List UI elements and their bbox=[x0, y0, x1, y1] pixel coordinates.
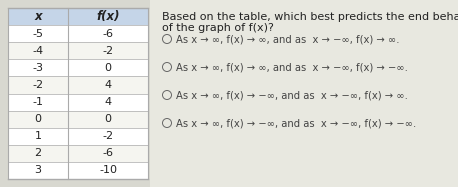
Text: 0: 0 bbox=[34, 114, 42, 124]
Bar bbox=[8, 25, 148, 42]
Bar bbox=[8, 128, 148, 145]
Text: -2: -2 bbox=[33, 80, 44, 90]
Text: -3: -3 bbox=[33, 63, 44, 73]
Text: -2: -2 bbox=[103, 131, 114, 141]
Text: 0: 0 bbox=[104, 114, 111, 124]
Bar bbox=[8, 162, 148, 179]
Text: -6: -6 bbox=[103, 148, 114, 158]
Text: As x → ∞, f(x) → ∞, and as  x → −∞, f(x) → ∞.: As x → ∞, f(x) → ∞, and as x → −∞, f(x) … bbox=[176, 34, 399, 44]
Text: 2: 2 bbox=[34, 148, 42, 158]
Text: -6: -6 bbox=[103, 29, 114, 39]
Text: 4: 4 bbox=[104, 80, 112, 90]
Bar bbox=[8, 111, 148, 128]
Text: f(x): f(x) bbox=[96, 10, 120, 23]
Text: x: x bbox=[34, 10, 42, 23]
Bar bbox=[150, 0, 458, 187]
Bar bbox=[8, 42, 148, 59]
Text: 3: 3 bbox=[34, 165, 42, 175]
Bar bbox=[8, 145, 148, 162]
Bar bbox=[8, 8, 148, 25]
Text: -5: -5 bbox=[33, 29, 44, 39]
Text: As x → ∞, f(x) → −∞, and as  x → −∞, f(x) → −∞.: As x → ∞, f(x) → −∞, and as x → −∞, f(x)… bbox=[176, 118, 416, 128]
Text: -10: -10 bbox=[99, 165, 117, 175]
Text: Based on the table, which best predicts the end behavior: Based on the table, which best predicts … bbox=[162, 12, 458, 22]
Text: -1: -1 bbox=[33, 97, 44, 107]
Bar bbox=[8, 59, 148, 76]
Bar bbox=[8, 76, 148, 94]
Text: As x → ∞, f(x) → ∞, and as  x → −∞, f(x) → −∞.: As x → ∞, f(x) → ∞, and as x → −∞, f(x) … bbox=[176, 62, 408, 72]
Text: of the graph of f(x)?: of the graph of f(x)? bbox=[162, 23, 274, 33]
Text: 1: 1 bbox=[34, 131, 42, 141]
Bar bbox=[8, 94, 148, 111]
Text: 0: 0 bbox=[104, 63, 111, 73]
Text: 4: 4 bbox=[104, 97, 112, 107]
Text: -2: -2 bbox=[103, 46, 114, 56]
Text: -4: -4 bbox=[33, 46, 44, 56]
Text: As x → ∞, f(x) → −∞, and as  x → −∞, f(x) → ∞.: As x → ∞, f(x) → −∞, and as x → −∞, f(x)… bbox=[176, 90, 408, 100]
